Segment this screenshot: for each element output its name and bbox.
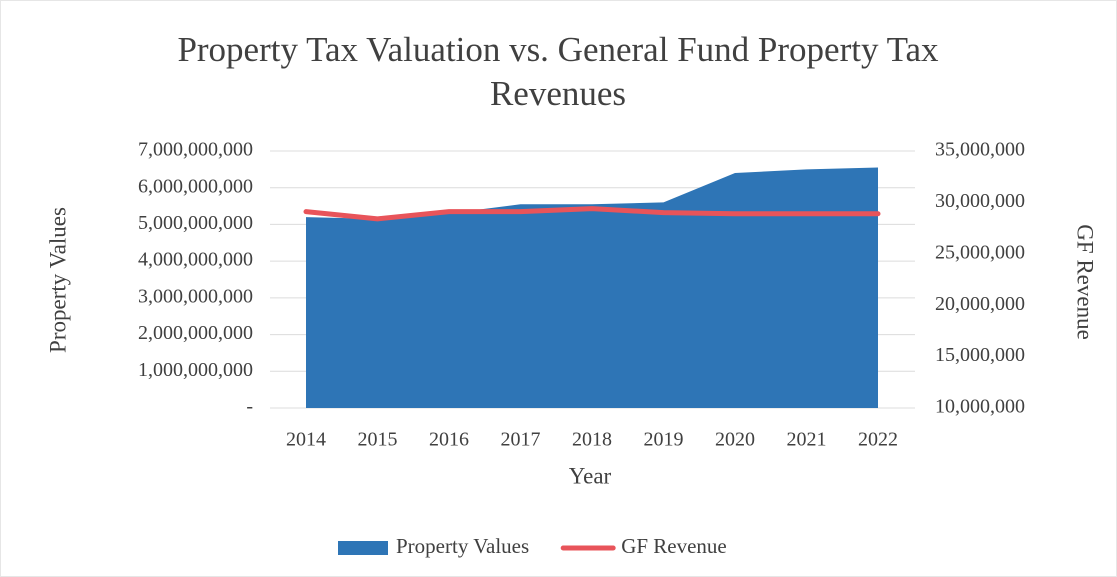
x-axis-title: Year xyxy=(569,463,612,488)
y-tick-label: 1,000,000,000 xyxy=(138,359,253,381)
y-tick-label: 2,000,000,000 xyxy=(138,322,253,344)
line xyxy=(303,206,881,222)
x-tick-label: 2018 xyxy=(572,429,612,451)
y2-tick-label: 35,000,000 xyxy=(935,139,1025,161)
y-tick-label: 5,000,000,000 xyxy=(138,212,253,234)
y-tick-label: - xyxy=(246,396,253,418)
x-tick-label: 2014 xyxy=(286,429,326,451)
y-tick-label: 3,000,000,000 xyxy=(138,285,253,307)
x-tick-label: 2017 xyxy=(501,429,541,451)
x-tick-label: 2022 xyxy=(858,429,898,451)
legend-swatch xyxy=(338,541,388,555)
legend-label: GF Revenue xyxy=(621,534,727,558)
y-axis-title: Property Values xyxy=(45,207,70,353)
x-tick-label: 2019 xyxy=(644,429,684,451)
chart-title: Property Tax Valuation vs. General Fund … xyxy=(177,30,939,113)
y2-tick-label: 10,000,000 xyxy=(935,396,1025,418)
area xyxy=(306,167,878,408)
y2-tick-label: 25,000,000 xyxy=(935,241,1025,263)
y-tick-label: 7,000,000,000 xyxy=(138,139,253,161)
x-tick-label: 2021 xyxy=(787,429,827,451)
y2-tick-label: 20,000,000 xyxy=(935,293,1025,315)
y-tick-label: 4,000,000,000 xyxy=(138,249,253,271)
legend-label: Property Values xyxy=(396,534,529,558)
y2-tick-label: 30,000,000 xyxy=(935,190,1025,212)
x-tick-label: 2016 xyxy=(429,429,469,451)
x-tick-label: 2015 xyxy=(358,429,398,451)
y2-tick-label: 15,000,000 xyxy=(935,344,1025,366)
x-tick-label: 2020 xyxy=(715,429,755,451)
y2-axis-title: GF Revenue xyxy=(1073,224,1098,340)
y-tick-label: 6,000,000,000 xyxy=(138,175,253,197)
